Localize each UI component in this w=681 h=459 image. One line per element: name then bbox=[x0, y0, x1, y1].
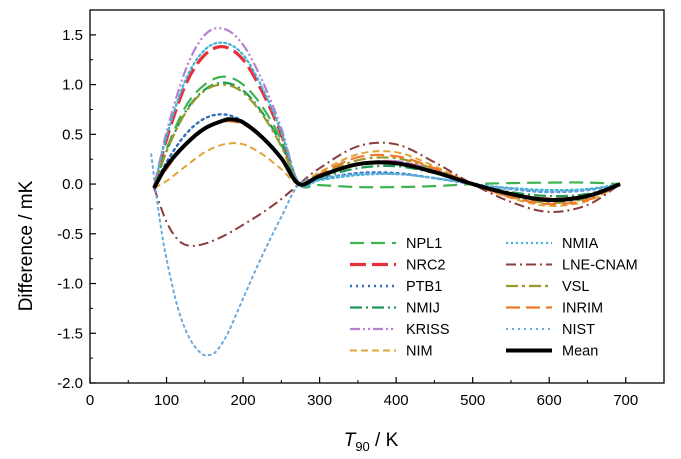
x-axis-label-subscript: 90 bbox=[355, 439, 369, 454]
x-tick-label: 200 bbox=[231, 392, 256, 409]
plot-frame bbox=[89, 9, 665, 384]
legend-label: NMIJ bbox=[406, 301, 440, 317]
legend: NPL1 NRC2 PTB1 NMIJ KRISS NIM NMIA LNE-CNAM VSL I… bbox=[350, 236, 638, 360]
legend-item-nmij: NMIJ bbox=[350, 301, 440, 317]
x-tick-label: 100 bbox=[154, 392, 179, 409]
legend-item-nmia: NMIA bbox=[506, 236, 599, 252]
legend-label: LNE-CNAM bbox=[562, 258, 638, 274]
legend-item-mean: Mean bbox=[506, 344, 598, 360]
x-tick-label: 500 bbox=[460, 392, 485, 409]
legend-item-vsl: VSL bbox=[506, 279, 589, 295]
legend-label: PTB1 bbox=[406, 279, 442, 295]
x-axis-label-symbol: T bbox=[344, 430, 357, 451]
series-line-nmij bbox=[153, 81, 621, 198]
legend-label: INRIM bbox=[562, 301, 603, 317]
legend-label: VSL bbox=[562, 279, 589, 295]
series-line-nist bbox=[150, 153, 622, 357]
series-line-npl1 bbox=[153, 75, 621, 189]
series-line-lne-cnam bbox=[153, 141, 621, 247]
series-line-nmia bbox=[153, 41, 622, 192]
x-axis-label: T90 / K bbox=[344, 430, 399, 454]
legend-label: Mean bbox=[562, 344, 598, 360]
legend-item-npl1: NPL1 bbox=[350, 236, 442, 252]
legend-label: NIM bbox=[406, 344, 433, 360]
y-tick-label: -2.0 bbox=[57, 375, 83, 392]
y-tick-label: -1.5 bbox=[57, 325, 83, 342]
legend-item-lne-cnam: LNE-CNAM bbox=[506, 258, 638, 274]
legend-label: NRC2 bbox=[406, 258, 445, 274]
series-line-mean bbox=[152, 117, 621, 203]
x-tick-label: 600 bbox=[537, 392, 562, 409]
legend-label: KRISS bbox=[406, 322, 450, 338]
legend-label: NIST bbox=[562, 322, 595, 338]
y-tick-label: 1.0 bbox=[62, 77, 83, 94]
legend-item-ptb1: PTB1 bbox=[350, 279, 442, 295]
y-axis-label: Difference / mK bbox=[16, 180, 37, 311]
x-tick-label: 700 bbox=[613, 392, 638, 409]
legend-item-nist: NIST bbox=[506, 322, 595, 338]
y-tick-label: -0.5 bbox=[57, 226, 83, 243]
tick-layer: 0 100 200 300 400 500 600 700 -2.0 -1.5 -1.0 -0.5 0.… bbox=[57, 9, 638, 409]
legend-label: NPL1 bbox=[406, 236, 442, 252]
y-tick-label: -1.0 bbox=[57, 276, 83, 293]
x-axis-label-unit: / K bbox=[370, 430, 399, 451]
y-tick-label: 0.0 bbox=[62, 176, 83, 193]
legend-label: NMIA bbox=[562, 236, 599, 252]
legend-item-inrim: INRIM bbox=[506, 301, 603, 317]
y-tick-label: 0.5 bbox=[62, 126, 83, 143]
x-tick-label: 300 bbox=[307, 392, 332, 409]
legend-item-kriss: KRISS bbox=[350, 322, 450, 338]
series-line-kriss bbox=[153, 27, 621, 203]
y-tick-label: 1.5 bbox=[62, 27, 83, 44]
series-layer bbox=[150, 27, 622, 357]
series-line-nrc2 bbox=[152, 45, 621, 201]
x-tick-label: 400 bbox=[384, 392, 409, 409]
x-tick-label: 0 bbox=[86, 392, 94, 409]
legend-item-nrc2: NRC2 bbox=[350, 258, 445, 274]
legend-item-nim: NIM bbox=[350, 344, 433, 360]
series-line-ptb1 bbox=[152, 113, 622, 194]
